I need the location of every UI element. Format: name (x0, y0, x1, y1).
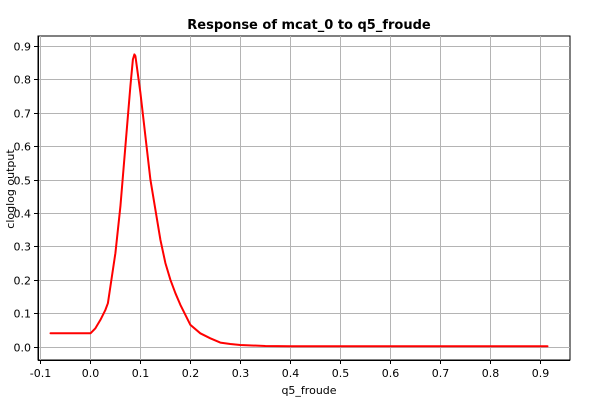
y-tick-label: 0.6 (14, 141, 32, 154)
y-tick-label: 0.4 (14, 208, 32, 221)
plot-area (37, 35, 571, 361)
x-tick-label: 0.8 (482, 367, 500, 380)
chart-title: Response of mcat_0 to q5_froude (187, 18, 431, 33)
x-tick-label: 0.1 (132, 367, 150, 380)
y-tick-label: 0.5 (14, 175, 32, 188)
x-tick-label: 0.3 (232, 367, 250, 380)
x-tick-label: 0.2 (182, 367, 200, 380)
x-tick-label: 0.5 (332, 367, 350, 380)
y-axis: 0.0 0.1 0.2 0.3 0.4 0.5 0.6 0.7 0.8 0.9 (14, 36, 39, 360)
series-line (49, 53, 549, 348)
x-tick-label: 0.7 (432, 367, 450, 380)
y-tick-label: 0.1 (14, 308, 32, 321)
y-tick-label: 0.0 (14, 342, 32, 355)
x-tick-label: 0.9 (532, 367, 550, 380)
x-tick-label: -0.1 (30, 367, 51, 380)
y-tick-label: 0.9 (14, 41, 32, 54)
y-tick-label: 0.2 (14, 275, 32, 288)
x-axis-label: q5_froude (281, 384, 336, 397)
y-tick-label: 0.3 (14, 241, 32, 254)
series-group (49, 53, 549, 348)
grid (38, 36, 570, 360)
x-tick-label: 0.6 (382, 367, 400, 380)
x-axis: -0.1 0.0 0.1 0.2 0.3 0.4 0.5 0.6 0.7 0.8 0.9 (30, 360, 570, 380)
x-tick-label: 0.4 (282, 367, 300, 380)
y-tick-label: 0.7 (14, 108, 32, 121)
x-tick-label: 0.0 (82, 367, 100, 380)
y-axis-label: cloglog output (4, 149, 17, 229)
y-tick-label: 0.8 (14, 74, 32, 87)
